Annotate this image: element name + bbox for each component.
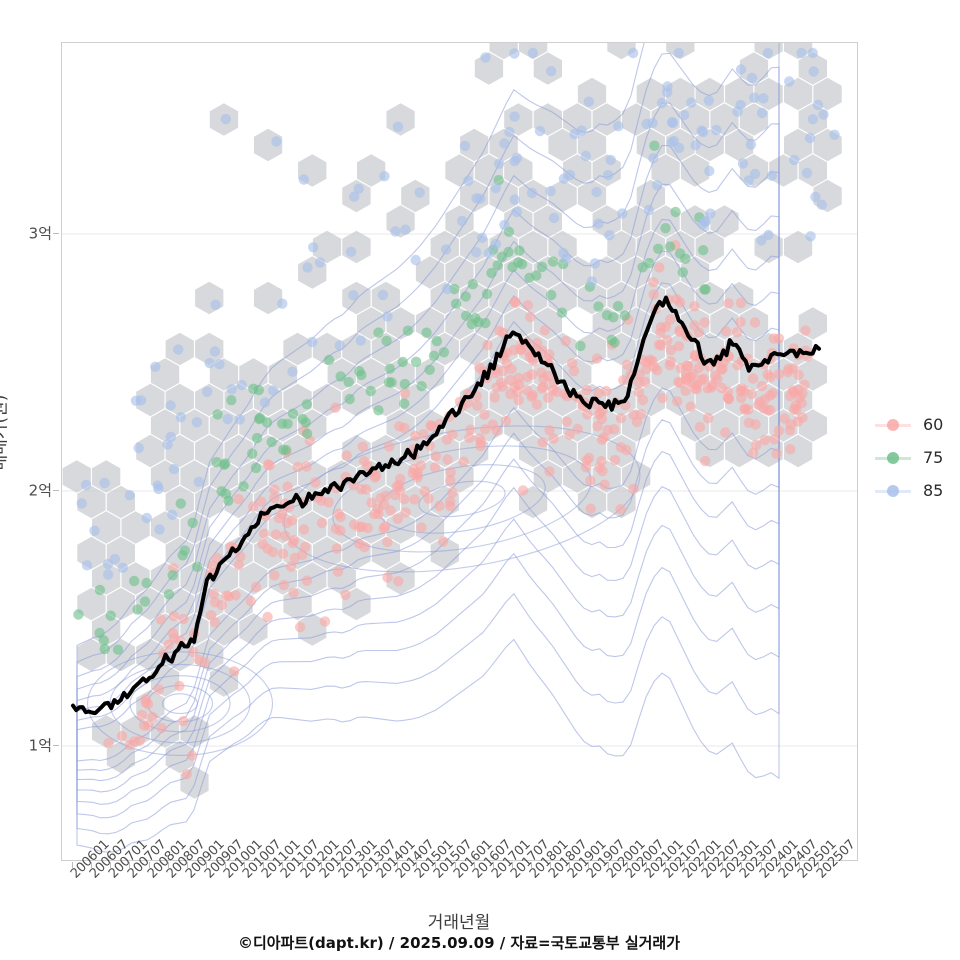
x-tick-mark: [664, 862, 666, 868]
y-tick-mark: [53, 233, 59, 234]
x-tick-mark: [473, 862, 475, 868]
x-tick-mark: [511, 862, 513, 868]
x-tick-mark: [492, 862, 494, 868]
scatter-series-75: [73, 140, 711, 655]
legend-key-dot: [887, 418, 899, 431]
x-tick-mark: [72, 862, 73, 868]
legend-label: 75: [923, 448, 944, 467]
x-tick-mark: [416, 862, 418, 868]
x-tick-mark: [760, 862, 762, 868]
chart-caption: ©디아파트(dapt.kr) / 2025.09.09 / 자료=국토교통부 실…: [237, 934, 681, 952]
legend-key-dot: [887, 484, 899, 497]
y-tick-label: 2억: [28, 481, 52, 500]
legend-label: 85: [923, 481, 944, 500]
x-tick-mark: [741, 862, 743, 868]
scatter-layer: [73, 47, 840, 780]
y-axis-title: 매매가(원): [0, 394, 11, 471]
x-tick-mark: [531, 862, 533, 868]
x-tick-mark: [435, 862, 437, 868]
legend-item-75[interactable]: 75: [875, 441, 960, 474]
x-axis-title: 거래년월: [427, 913, 491, 933]
trend-line: [71, 295, 821, 716]
x-tick-mark: [129, 862, 131, 868]
x-tick-mark: [110, 862, 112, 868]
x-tick-mark: [378, 862, 380, 868]
x-tick-mark: [454, 862, 456, 868]
x-tick-mark: [282, 862, 284, 868]
x-tick-mark: [225, 862, 227, 868]
plot-panel: [61, 42, 858, 861]
legend-item-85[interactable]: 85: [875, 474, 960, 507]
legend-key-icon: [875, 418, 911, 432]
x-tick-mark: [703, 862, 705, 868]
x-tick-mark: [569, 862, 571, 868]
x-tick-mark: [358, 862, 360, 868]
x-tick-mark: [148, 862, 150, 868]
x-tick-mark: [798, 862, 800, 868]
y-tick-mark: [53, 490, 59, 491]
x-tick-mark: [626, 862, 628, 868]
x-tick-mark: [339, 862, 341, 868]
x-tick-mark: [588, 862, 590, 868]
y-tick-mark: [53, 745, 59, 746]
x-tick-mark: [91, 862, 93, 868]
x-tick-mark: [684, 862, 686, 868]
y-tick-label: 1억: [28, 736, 52, 755]
x-tick-mark: [397, 862, 399, 868]
x-tick-mark: [818, 862, 819, 868]
plot-canvas: [62, 43, 857, 853]
x-tick-mark: [550, 862, 552, 868]
x-tick-mark: [205, 862, 207, 868]
x-tick-mark: [301, 862, 303, 868]
x-tick-mark: [320, 862, 322, 868]
y-axis: 1억 2억 3억: [0, 0, 52, 960]
legend-item-60[interactable]: 60: [875, 408, 960, 441]
legend-label: 60: [923, 415, 944, 434]
y-tick-label: 3억: [28, 224, 52, 243]
x-tick-mark: [607, 862, 609, 868]
x-tick-mark: [244, 862, 246, 868]
legend: 60 75 85: [875, 408, 960, 507]
legend-key-dot: [887, 451, 899, 464]
x-tick-mark: [779, 862, 781, 868]
x-tick-mark: [722, 862, 724, 868]
x-tick-mark: [263, 862, 265, 868]
x-tick-mark: [645, 862, 647, 868]
legend-key-icon: [875, 484, 911, 498]
scatter-series-85: [76, 47, 840, 580]
legend-key-icon: [875, 451, 911, 465]
x-tick-mark: [186, 862, 188, 868]
x-tick-mark: [167, 862, 169, 868]
